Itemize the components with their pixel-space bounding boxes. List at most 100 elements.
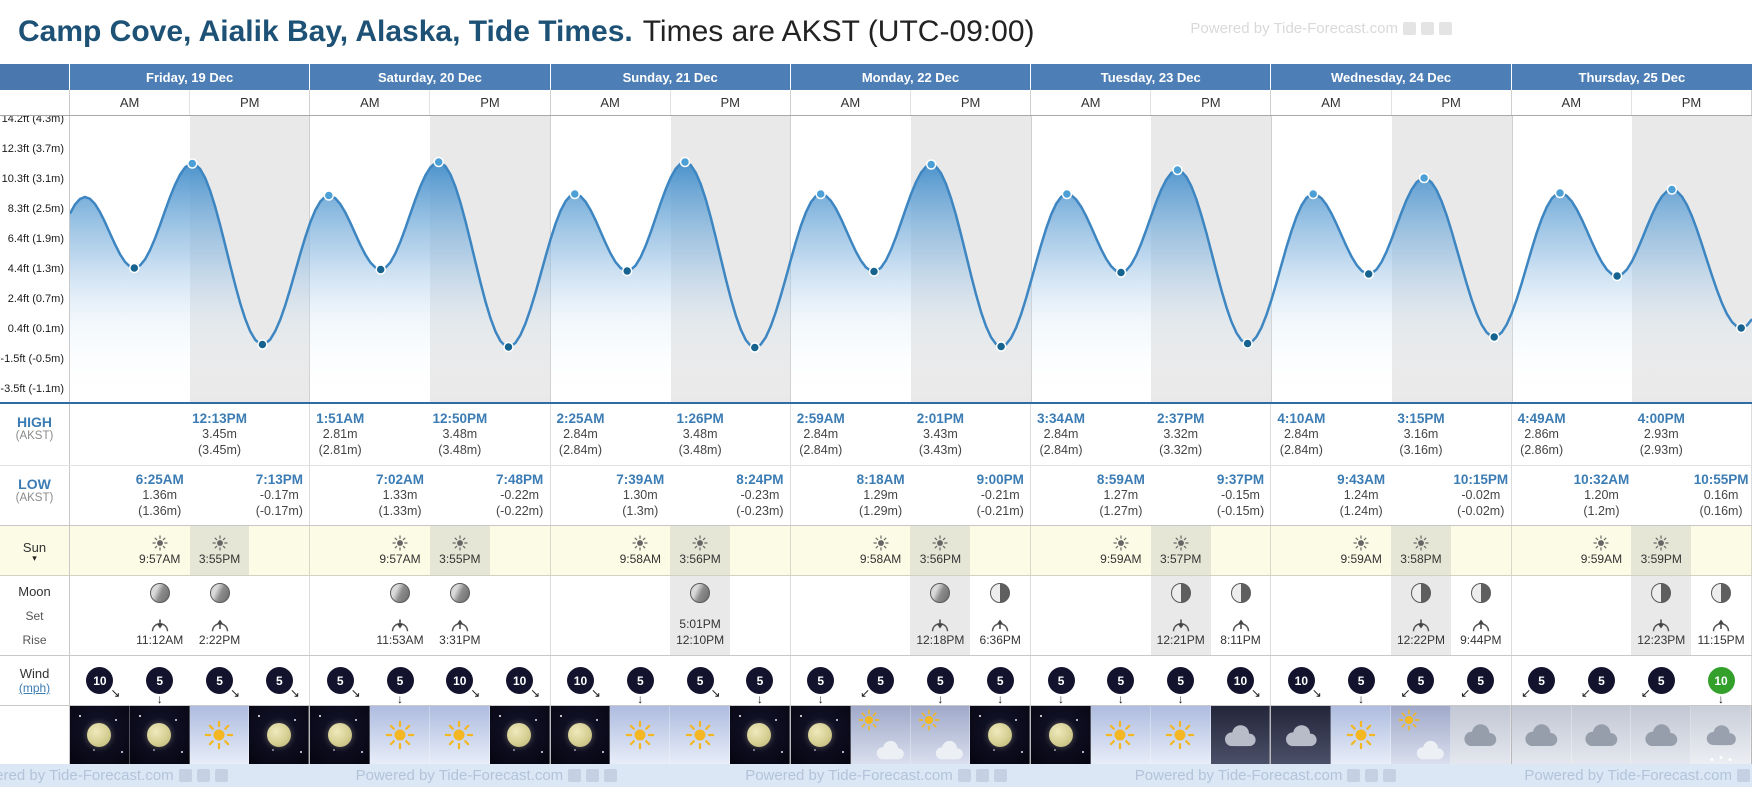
ampm-corner-cell — [0, 90, 70, 115]
low-tide-time: 9:00PM — [976, 471, 1024, 487]
wind-speed-badge: 5 ↙ — [1460, 667, 1495, 699]
y-axis-label: 2.4ft (0.7m) — [7, 293, 64, 305]
high-tide-entry: 3:34AM 2.84m (2.84m) — [1037, 410, 1085, 458]
moon-phase-gibbous-icon — [930, 583, 951, 603]
footer-watermark-text[interactable]: Powered by Tide-Forecast.com — [745, 767, 953, 784]
ampm-cell: AM PM — [1271, 90, 1512, 115]
wind-speed-value: 5 — [396, 673, 404, 688]
cloud-icon — [1585, 724, 1618, 747]
moon-phase-quarter-icon — [1651, 583, 1672, 603]
moon-set-time: 12:21PM — [1156, 633, 1205, 648]
footer-watermark-text[interactable]: Powered by Tide-Forecast.com — [355, 767, 564, 784]
footer-watermark-text[interactable]: Powered by Tide-Forecast.com — [1134, 767, 1343, 784]
social-icon[interactable] — [1439, 22, 1452, 35]
sunset-icon — [211, 535, 228, 551]
moon-row-label: Moon — [18, 584, 51, 599]
social-icon — [568, 769, 582, 782]
moon-phase-quarter-icon — [1711, 583, 1732, 603]
footer-watermark[interactable]: Powered by Tide-Forecast.com — [0, 767, 228, 784]
low-tide-height-alt: (1.33m) — [378, 503, 422, 518]
wind-speed-badge: 5 ↘ — [326, 667, 361, 699]
wind-speed-badge: 10 ↘ — [1287, 667, 1322, 699]
cloud-icon — [1412, 739, 1448, 764]
tide-high-marker — [1307, 188, 1319, 200]
watermark-top[interactable]: Powered by Tide-Forecast.com — [1190, 20, 1452, 37]
sunrise-time: 9:58AM — [859, 552, 902, 566]
moon-phase-quarter-icon — [990, 583, 1011, 603]
footer-watermark-text[interactable]: Powered by Tide-Forecast.com — [1524, 767, 1732, 784]
social-icon[interactable] — [1403, 22, 1416, 35]
wind-cell: 5 ↓ 5 ↙ 5 ↓ 5 ↓ — [791, 656, 1032, 705]
cloud-icon — [1706, 725, 1736, 746]
low-tide-height-alt: (-0.17m) — [255, 503, 303, 518]
low-tide-height: 1.36m — [142, 488, 178, 503]
low-tide-height: -0.23m — [740, 488, 780, 503]
footer-watermark[interactable]: Powered by Tide-Forecast.com — [1135, 767, 1397, 784]
wind-speed-value: 10 — [1714, 673, 1728, 688]
high-tide-height: 2.84m — [1283, 427, 1319, 442]
day-header: Saturday, 20 Dec — [310, 64, 551, 90]
weather-moon-tile — [970, 706, 1031, 764]
wind-direction-arrow: ↓ — [1718, 692, 1725, 706]
sunset-entry: 3:56PM — [910, 526, 971, 575]
low-tide-cell: 8:18AM 1.29m (1.29m) 9:00PM -0.21m (-0.21m) — [791, 466, 1032, 525]
sunset-time: 3:58PM — [1400, 552, 1442, 566]
low-tide-height-alt: (0.16m) — [1699, 503, 1743, 518]
high-row-timezone: (AKST) — [15, 430, 54, 442]
moon-entry: 11:12AM — [130, 576, 190, 655]
sun-icon — [1165, 720, 1195, 750]
wind-unit-link[interactable]: (mph) — [18, 681, 51, 695]
sun-dropdown-caret[interactable]: ▾ — [32, 553, 37, 563]
wind-cell: 5 ↓ 5 ↓ 5 ↓ 10 ↘ — [1031, 656, 1272, 705]
moon-rise-time: 11:15PM — [1697, 633, 1745, 648]
low-tide-cell: 7:02AM 1.33m (1.33m) 7:48PM -0.22m (-0.22m) — [310, 466, 551, 525]
low-tide-time: 9:43AM — [1337, 471, 1386, 487]
watermark-text[interactable]: Powered by Tide-Forecast.com — [1190, 20, 1398, 37]
wind-speed-value: 5 — [156, 673, 164, 688]
high-tide-time: 3:34AM — [1037, 410, 1086, 426]
sun-icon — [918, 709, 939, 731]
footer-watermark-text[interactable]: Powered by Tide-Forecast.com — [0, 767, 174, 784]
sunrise-time: 9:59AM — [1580, 552, 1623, 566]
low-tide-height: 1.20m — [1584, 488, 1619, 503]
footer-watermark-band: Powered by Tide-Forecast.com Powered by T… — [0, 764, 1752, 787]
sun-behind-cloud-icon — [858, 709, 880, 736]
sunrise-icon — [1353, 535, 1369, 551]
footer-watermark[interactable]: Powered by Tide-Forecast.com — [1524, 767, 1752, 784]
low-tide-height: -0.17m — [259, 488, 299, 503]
high-tide-height: 3.48m — [442, 427, 478, 442]
low-tide-entry: 9:37PM -0.15m (-0.15m) — [1217, 471, 1264, 519]
sun-icon — [445, 720, 474, 750]
weather-sun-tile — [1331, 706, 1392, 764]
high-tide-entry: 1:26PM 3.48m (3.48m) — [676, 410, 723, 458]
footer-watermark[interactable]: Powered by Tide-Forecast.com — [745, 767, 1007, 784]
low-tide-entry: 10:32AM 1.20m (1.2m) — [1574, 471, 1630, 519]
low-tide-cell: 8:59AM 1.27m (1.27m) 9:37PM -0.15m (-0.15m) — [1031, 466, 1272, 525]
high-tide-cell: 2:59AM 2.84m (2.84m) 2:01PM 3.43m (3.43m) — [791, 404, 1032, 465]
high-tide-entry: 4:49AM 2.86m (2.86m) — [1518, 410, 1566, 458]
footer-watermark[interactable]: Powered by Tide-Forecast.com — [356, 767, 618, 784]
tide-low-marker — [257, 339, 268, 350]
moon-cell: 11:12AM 2:22PM — [70, 576, 311, 655]
cloud-icon — [1416, 740, 1444, 760]
sunset-time: 3:57PM — [1160, 552, 1202, 566]
tide-low-marker — [621, 265, 633, 277]
moon-set-icon — [151, 619, 168, 632]
social-icon — [586, 769, 600, 782]
tide-curve-line — [70, 160, 1752, 349]
moon-set-icon — [932, 619, 949, 632]
high-tide-entry: 4:10AM 2.84m (2.84m) — [1277, 410, 1325, 458]
sunset-time: 3:55PM — [439, 552, 481, 566]
low-tide-cell: 10:32AM 1.20m (1.2m) 10:55PM 0.16m (0.16m) — [1512, 466, 1752, 525]
wind-speed-badge: 5 ↓ — [1347, 667, 1375, 705]
low-tide-entry: 8:24PM -0.23m (-0.23m) — [736, 471, 783, 519]
wind-speed-value: 5 — [756, 673, 764, 688]
weather-row-label-cell — [0, 706, 70, 764]
tide-low-marker — [1611, 270, 1623, 282]
sunrise-icon — [632, 535, 648, 551]
social-icon[interactable] — [1421, 22, 1434, 35]
wind-speed-badge: 10 ↘ — [566, 667, 601, 699]
high-tide-height-alt: (3.48m) — [438, 442, 482, 457]
moon-times: 11:15PM — [1698, 619, 1745, 649]
